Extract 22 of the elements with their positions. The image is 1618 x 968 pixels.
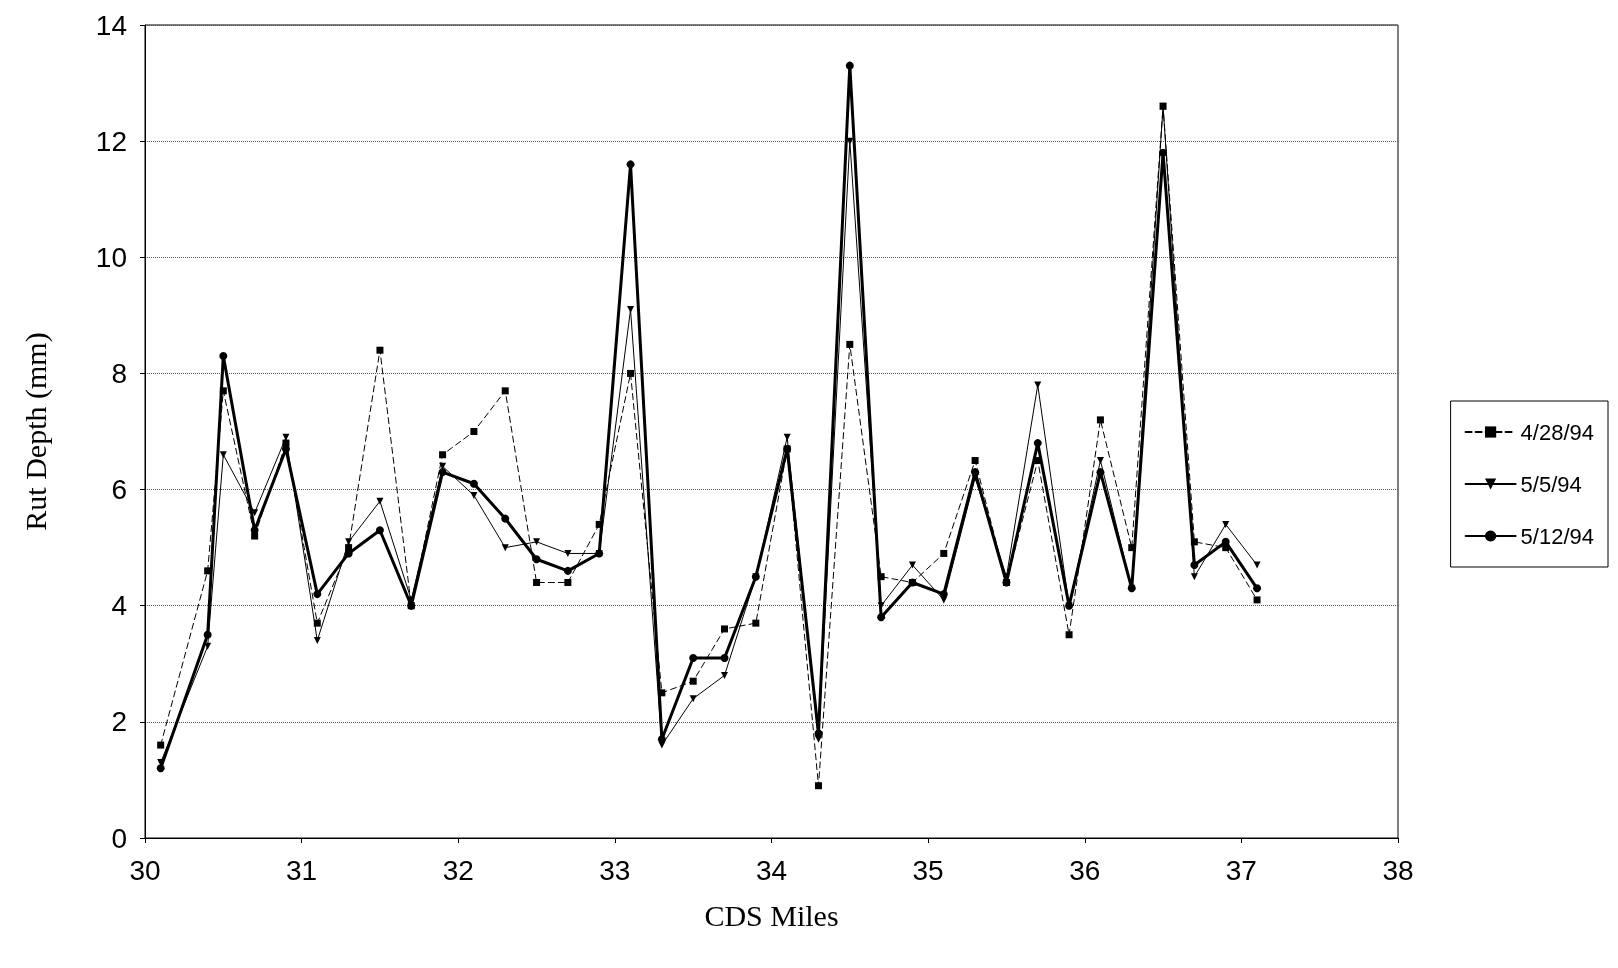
y-tick-label: 0: [111, 822, 127, 854]
legend-label: 5/12/94: [1520, 523, 1594, 549]
x-tick-label: 37: [1225, 854, 1257, 886]
x-tick-label: 30: [129, 854, 161, 886]
y-tick-label: 14: [95, 9, 127, 41]
x-tick-label: 31: [286, 854, 318, 886]
x-axis-title: CDS Miles: [704, 898, 839, 932]
x-tick-label: 38: [1382, 854, 1414, 886]
x-tick-label: 34: [755, 854, 788, 886]
x-tick-label: 36: [1069, 854, 1101, 886]
y-tick-label: 4: [111, 590, 127, 622]
y-tick-label: 10: [95, 241, 127, 273]
x-tick-label: 35: [912, 854, 944, 886]
legend-label: 5/5/94: [1520, 471, 1582, 497]
y-tick-label: 8: [111, 357, 127, 389]
y-tick-label: 6: [111, 474, 127, 506]
x-tick-label: 32: [442, 854, 474, 886]
y-tick-label: 2: [111, 706, 127, 738]
x-tick-label: 33: [599, 854, 631, 886]
legend-label: 4/28/94: [1520, 419, 1594, 445]
y-tick-label: 12: [95, 125, 127, 157]
y-axis-title: Rut Depth (mm): [18, 332, 53, 531]
